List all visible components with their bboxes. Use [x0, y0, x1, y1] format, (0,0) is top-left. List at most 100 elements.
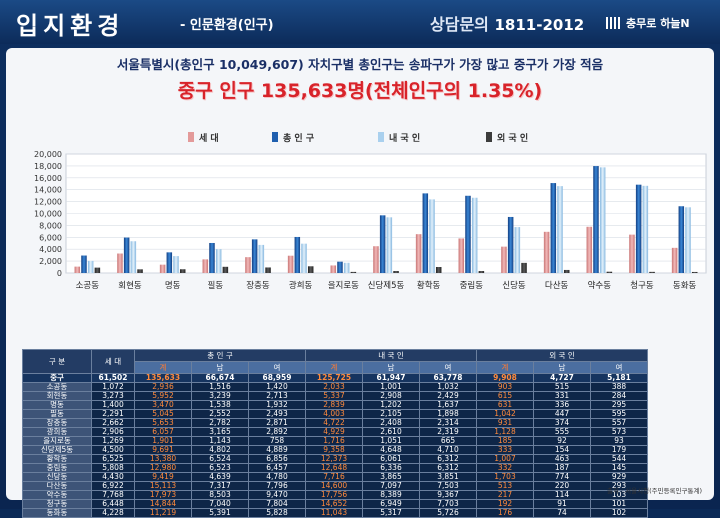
- logo-bars-icon: [606, 17, 622, 29]
- page-subtitle: - 인문환경(인구): [180, 18, 274, 33]
- contact-number: 1811-2012: [494, 16, 585, 34]
- bar: [458, 238, 465, 273]
- bar: [642, 185, 649, 273]
- contact-text: 상담문의: [430, 15, 489, 34]
- bar: [350, 271, 357, 273]
- bar: [586, 226, 593, 273]
- x-tick-label: 약수동: [588, 280, 612, 291]
- bar: [251, 239, 258, 273]
- table-cell: 11,043: [305, 508, 363, 518]
- table-cell: 5,726: [419, 508, 477, 518]
- legend-foreign: 외 국 인: [486, 130, 528, 144]
- legend-swatch: [378, 132, 384, 142]
- table-subhead: 남: [191, 361, 249, 374]
- legend-domestic: 내 국 인: [378, 130, 420, 144]
- table-subhead: 여: [248, 361, 306, 374]
- table-subhead: 남: [533, 361, 591, 374]
- bar: [521, 262, 527, 273]
- bar: [337, 261, 343, 273]
- bar: [563, 269, 570, 273]
- table-corner: 구 분: [22, 349, 92, 374]
- bar: [173, 256, 179, 273]
- row-label: 동화동: [22, 508, 92, 518]
- table-cell: 5,317: [362, 508, 420, 518]
- bar: [685, 207, 691, 273]
- y-tick-label: 8,000: [39, 221, 62, 230]
- bar: [287, 255, 294, 273]
- bar: [501, 246, 507, 273]
- legend-swatch: [486, 132, 492, 142]
- legend-swatch: [188, 132, 194, 142]
- highlight-text: 중구 인구 135,633명(전체인구의 1.35%): [177, 80, 543, 102]
- bar: [649, 271, 655, 273]
- bar: [422, 193, 429, 273]
- table-cell: 5,391: [191, 508, 249, 518]
- bar: [435, 267, 442, 273]
- table-row: 을지로동 1,269 1,901 1,143 758 1,716 1,051 665 185 92…: [22, 436, 648, 446]
- bar: [343, 262, 350, 273]
- x-tick-label: 을지로동: [328, 281, 359, 291]
- table-cell: 5,828: [248, 508, 306, 518]
- bar: [379, 215, 386, 273]
- table-row: 중림동 5,808 12,980 6,523 6,457 12,648 6,336 6,312…: [22, 463, 648, 473]
- table-row: 황학동 6,525 13,380 6,524 6,856 12,373 6,061 6,312…: [22, 454, 648, 464]
- bar: [245, 257, 251, 273]
- bar: [507, 216, 514, 273]
- bar: [465, 195, 471, 273]
- bar: [94, 267, 101, 273]
- bar: [514, 227, 521, 273]
- bar: [471, 197, 478, 273]
- x-tick-label: 장충동: [246, 280, 270, 291]
- bar: [386, 217, 393, 273]
- contact-label: 상담문의 1811-2012: [430, 11, 584, 35]
- bar: [74, 266, 81, 273]
- table-cell: 11,219: [134, 508, 192, 518]
- header-bar: 입지환경 - 인문환경(인구) 상담문의 1811-2012 충무로 하늘N: [0, 0, 720, 44]
- bar: [415, 234, 422, 273]
- legend-label: 총 인 구: [283, 133, 315, 144]
- x-tick-label: 청구동: [630, 281, 654, 291]
- bar: [265, 267, 271, 273]
- x-tick-label: 신당동: [502, 280, 526, 291]
- bar: [635, 184, 642, 273]
- bar: [117, 253, 123, 273]
- y-tick-label: 14,000: [34, 186, 62, 195]
- legend-label: 내 국 인: [389, 133, 421, 144]
- table-subhead: 여: [590, 361, 648, 374]
- x-tick-label: 회현동: [118, 281, 142, 291]
- logo-text: 충무로 하늘N: [626, 17, 690, 30]
- y-tick-label: 20,000: [34, 150, 62, 159]
- y-tick-label: 6,000: [39, 233, 62, 242]
- brand-logo: 충무로 하늘N: [606, 15, 690, 31]
- table-row: 동화동 4,228 11,219 5,391 5,828 11,043 5,317 5,726…: [22, 508, 648, 518]
- bar: [599, 167, 606, 273]
- headline: 서울특별시(총인구 10,049,607) 자치구별 총인구는 송파구가 가장 …: [116, 57, 604, 72]
- bar: [301, 243, 307, 273]
- legend-total: 총 인 구: [272, 130, 314, 144]
- x-tick-label: 광희동: [289, 280, 313, 291]
- x-tick-label: 중림동: [460, 280, 484, 291]
- bar: [166, 252, 173, 273]
- y-tick-label: 0: [57, 269, 62, 278]
- y-tick-label: 10,000: [34, 210, 62, 219]
- table-subhead: 남: [362, 361, 420, 374]
- table-cell: 102: [590, 508, 648, 518]
- x-tick-label: 신당제5동: [368, 280, 405, 291]
- y-tick-label: 16,000: [34, 174, 62, 183]
- table-subhead: 계: [476, 361, 534, 374]
- y-tick-label: 12,000: [34, 198, 62, 207]
- bar: [159, 264, 166, 273]
- bar: [593, 166, 599, 273]
- bar: [294, 236, 301, 273]
- bar: [87, 260, 94, 273]
- bar: [373, 246, 379, 273]
- table-cell: 74: [533, 508, 591, 518]
- y-tick-label: 4,000: [39, 245, 62, 254]
- bar: [393, 271, 399, 273]
- bar: [137, 269, 143, 273]
- x-tick-label: 명동: [165, 280, 181, 291]
- table-head-domestic: 내 국 인: [305, 349, 477, 362]
- bar-chart: 0 2,000 4,000 6,000 8,000 10,000 12,000 14,000 1…: [34, 150, 707, 291]
- y-tick-label: 18,000: [34, 162, 62, 171]
